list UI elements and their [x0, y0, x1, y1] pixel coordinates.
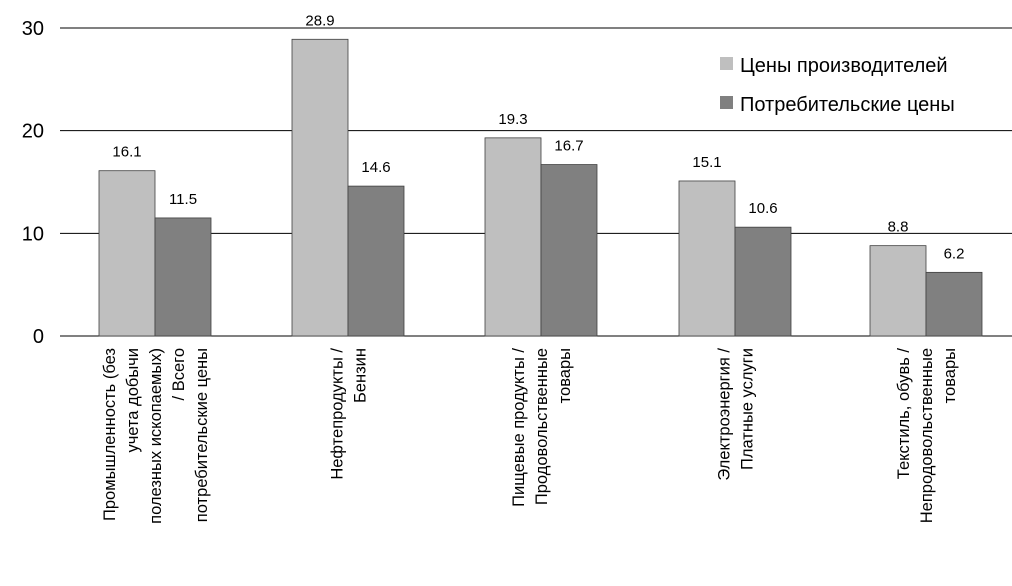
- data-label: 11.5: [169, 191, 197, 208]
- legend-swatch-producer-prices: [720, 57, 733, 70]
- bar-consumer-prices: [734, 226, 792, 337]
- bar-producer-prices: [869, 245, 927, 337]
- data-label: 10.6: [748, 200, 777, 217]
- data-labels: 16.1 28.9 19.3 15.1 8.8 11.5 14.6 16.7 10.6 6.2: [112, 12, 964, 262]
- data-label: 16.1: [112, 144, 141, 161]
- data-label: 6.2: [944, 245, 965, 262]
- category-label-line: Пищевые продукты /: [510, 348, 528, 507]
- bar-producer-prices: [678, 180, 736, 337]
- data-label: 16.7: [554, 138, 583, 155]
- data-label: 14.6: [361, 159, 390, 176]
- category-label-line: Непродовольственные: [918, 348, 936, 523]
- y-tick-label: 30: [22, 18, 44, 40]
- bar-consumer-prices: [347, 185, 405, 337]
- bars: [98, 38, 983, 337]
- category-label-line: товары: [941, 348, 959, 403]
- data-label: 8.8: [888, 219, 909, 236]
- category-label-line: / Всего: [170, 348, 188, 400]
- category-label-line: Продовольственные: [533, 348, 551, 505]
- data-label: 19.3: [498, 111, 527, 128]
- category-label-line: Электроэнергия /: [716, 348, 734, 481]
- legend: Цены производителей Потребительские цены: [720, 55, 955, 116]
- category-label-line: Нефтепродукты /: [329, 348, 347, 480]
- y-tick-label: 0: [33, 326, 44, 348]
- category-label-line: Платные услуги: [739, 348, 757, 470]
- legend-label-producer-prices: Цены производителей: [740, 55, 948, 77]
- bar-producer-prices: [291, 38, 349, 337]
- category-label-line: Бензин: [352, 348, 370, 403]
- bar-consumer-prices: [154, 217, 212, 337]
- category-label-line: учета добычи: [124, 348, 142, 453]
- y-axis-ticks: 0 10 20 30: [22, 18, 44, 348]
- bar-consumer-prices: [540, 164, 598, 337]
- legend-label-consumer-prices: Потребительские цены: [740, 94, 955, 116]
- category-label-line: Промышленность (без: [101, 348, 119, 521]
- bar-consumer-prices: [925, 271, 983, 337]
- data-label: 28.9: [305, 12, 334, 29]
- category-labels: Промышленность (без учета добычи полезных …: [101, 348, 959, 524]
- legend-swatch-consumer-prices: [720, 96, 733, 109]
- category-label-line: полезных ископаемых): [147, 348, 165, 524]
- bar-producer-prices: [484, 137, 542, 337]
- y-tick-label: 10: [22, 223, 44, 245]
- category-label-line: потребительские цены: [193, 348, 211, 522]
- data-label: 15.1: [692, 154, 721, 171]
- category-label-line: товары: [556, 348, 574, 403]
- bar-producer-prices: [98, 170, 156, 337]
- y-tick-label: 20: [22, 121, 44, 143]
- category-label-line: Текстиль, обувь /: [895, 348, 913, 480]
